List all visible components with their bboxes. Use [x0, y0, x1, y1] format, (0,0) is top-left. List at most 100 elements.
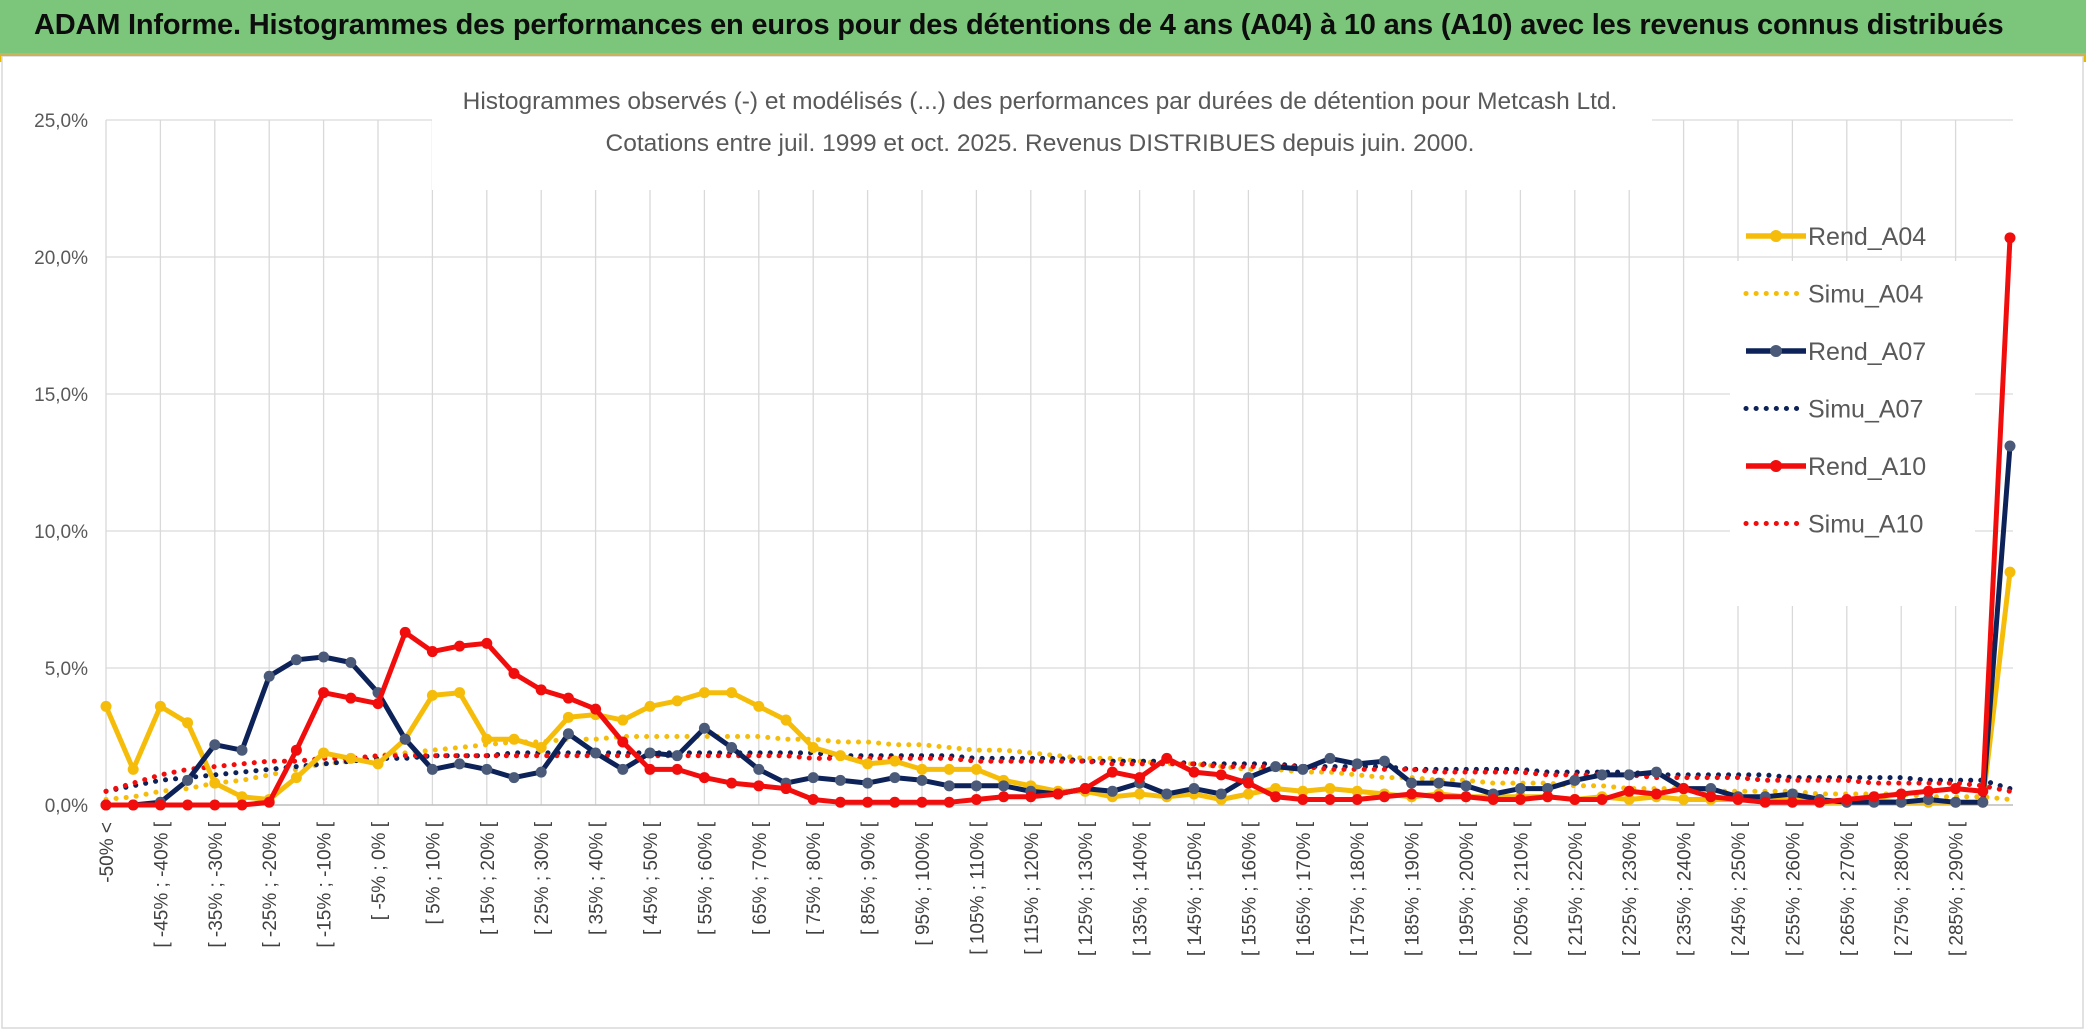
data-point-rend-a07	[508, 772, 520, 784]
x-axis: -50% < [ -45% ; -40% [[ -35% ; -30% [[ -2…	[97, 821, 1968, 956]
y-axis: 0,0% 5,0% 10,0% 15,0% 20,0% 25,0%	[34, 111, 88, 817]
data-point-rend-a10	[943, 796, 955, 808]
data-point-rend-a10	[1841, 794, 1853, 806]
data-point-rend-a10	[1487, 794, 1499, 806]
data-point-rend-a07	[970, 780, 982, 792]
data-point-rend-a10	[426, 646, 438, 658]
data-point-rend-a07	[1188, 783, 1200, 795]
data-point-rend-a10	[644, 763, 656, 775]
data-point-rend-a07	[617, 763, 629, 775]
data-point-rend-a04	[508, 733, 520, 745]
data-point-rend-a10	[209, 799, 221, 811]
data-point-rend-a10	[1732, 794, 1744, 806]
data-point-rend-a10	[617, 736, 629, 748]
x-tick-label: [ 105% ; 110% [	[967, 821, 988, 954]
legend-label-rend-a04: Rend_A04	[1808, 223, 1926, 251]
data-point-rend-a07	[998, 780, 1010, 792]
data-point-rend-a10	[1596, 794, 1608, 806]
y-tick-label: 25,0%	[34, 111, 88, 132]
data-point-rend-a10	[1351, 794, 1363, 806]
data-point-rend-a07	[318, 651, 330, 663]
data-point-rend-a07	[1460, 780, 1472, 792]
x-tick-label: [ 5% ; 10% [	[423, 821, 444, 924]
data-point-rend-a04	[1678, 794, 1690, 806]
data-point-rend-a10	[535, 684, 547, 696]
data-point-rend-a10	[1270, 791, 1282, 803]
legend-marker-rend-a07	[1770, 345, 1782, 357]
y-tick-label: 15,0%	[34, 385, 88, 406]
data-point-rend-a04	[698, 687, 710, 699]
x-tick-label: [ 215% ; 220% [	[1566, 821, 1587, 956]
data-point-rend-a10	[1079, 783, 1091, 795]
data-point-rend-a07	[916, 774, 928, 786]
data-point-rend-a10	[970, 794, 982, 806]
data-point-rend-a04	[209, 777, 221, 789]
data-point-rend-a04	[562, 711, 574, 723]
x-tick-label: [ 135% ; 140% [	[1131, 821, 1152, 956]
data-point-rend-a10	[127, 799, 139, 811]
data-point-rend-a04	[807, 741, 819, 753]
data-point-rend-a10	[1324, 794, 1336, 806]
data-point-rend-a07	[1433, 777, 1445, 789]
legend-marker-rend-a04	[1770, 230, 1782, 242]
x-tick-label: [ 35% ; 40% [	[587, 821, 608, 935]
x-tick-label: [ 275% ; 280% [	[1892, 821, 1913, 956]
data-point-rend-a04	[753, 700, 765, 712]
data-point-rend-a07	[1406, 777, 1418, 789]
data-point-rend-a07	[290, 654, 302, 666]
x-tick-label: [ 55% ; 60% [	[695, 821, 716, 935]
data-point-rend-a10	[862, 796, 874, 808]
data-point-rend-a04	[1270, 783, 1282, 795]
data-point-rend-a04	[318, 747, 330, 759]
data-point-rend-a07	[889, 772, 901, 784]
legend-marker-rend-a10	[1770, 460, 1782, 472]
data-point-rend-a10	[780, 783, 792, 795]
x-tick-label: [ 235% ; 240% [	[1675, 821, 1696, 956]
data-point-rend-a10	[671, 763, 683, 775]
data-point-rend-a07	[345, 657, 357, 669]
header-banner: ADAM Informe. Histogrammes des performan…	[0, 0, 2086, 56]
data-point-rend-a07	[1596, 769, 1608, 781]
data-point-rend-a07	[2004, 440, 2016, 452]
data-point-rend-a07	[726, 741, 738, 753]
x-tick-label: [ -45% ; -40% [	[151, 821, 172, 947]
data-point-rend-a07	[1895, 796, 1907, 808]
data-point-rend-a04	[1242, 788, 1254, 800]
x-tick-label: [ -25% ; -20% [	[260, 821, 281, 947]
data-point-rend-a10	[100, 799, 112, 811]
data-point-rend-a10	[290, 744, 302, 756]
series-layer	[100, 232, 2016, 811]
data-point-rend-a04	[2004, 566, 2016, 578]
data-point-rend-a10	[182, 799, 194, 811]
data-point-rend-a10	[807, 794, 819, 806]
data-point-rend-a10	[2004, 232, 2016, 244]
x-tick-label: [ 15% ; 20% [	[478, 821, 499, 935]
data-point-rend-a10	[1134, 772, 1146, 784]
data-point-rend-a10	[1025, 791, 1037, 803]
x-tick-label: [ 265% ; 270% [	[1838, 821, 1859, 956]
data-point-rend-a07	[1977, 796, 1989, 808]
data-point-rend-a10	[562, 692, 574, 704]
data-point-rend-a07	[1650, 766, 1662, 778]
data-point-rend-a10	[372, 698, 384, 710]
x-tick-label: [ 45% ; 50% [	[641, 821, 662, 935]
chart-title: Histogrammes observés (-) et modélisés (…	[463, 88, 1618, 115]
data-point-rend-a10	[1188, 766, 1200, 778]
data-point-rend-a10	[1297, 794, 1309, 806]
data-point-rend-a10	[454, 640, 466, 652]
data-point-rend-a10	[154, 799, 166, 811]
data-point-rend-a04	[454, 687, 466, 699]
data-point-rend-a07	[1623, 769, 1635, 781]
data-point-rend-a10	[834, 796, 846, 808]
y-tick-label: 20,0%	[34, 248, 88, 269]
x-tick-label: [ -15% ; -10% [	[315, 821, 336, 947]
data-point-rend-a07	[1786, 788, 1798, 800]
data-point-rend-a07	[263, 670, 275, 682]
data-point-rend-a07	[1705, 783, 1717, 795]
data-point-rend-a10	[481, 637, 493, 649]
data-point-rend-a07	[535, 766, 547, 778]
data-point-rend-a07	[1297, 763, 1309, 775]
data-point-rend-a07	[1514, 783, 1526, 795]
data-point-rend-a10	[1161, 752, 1173, 764]
data-point-rend-a10	[1623, 785, 1635, 797]
